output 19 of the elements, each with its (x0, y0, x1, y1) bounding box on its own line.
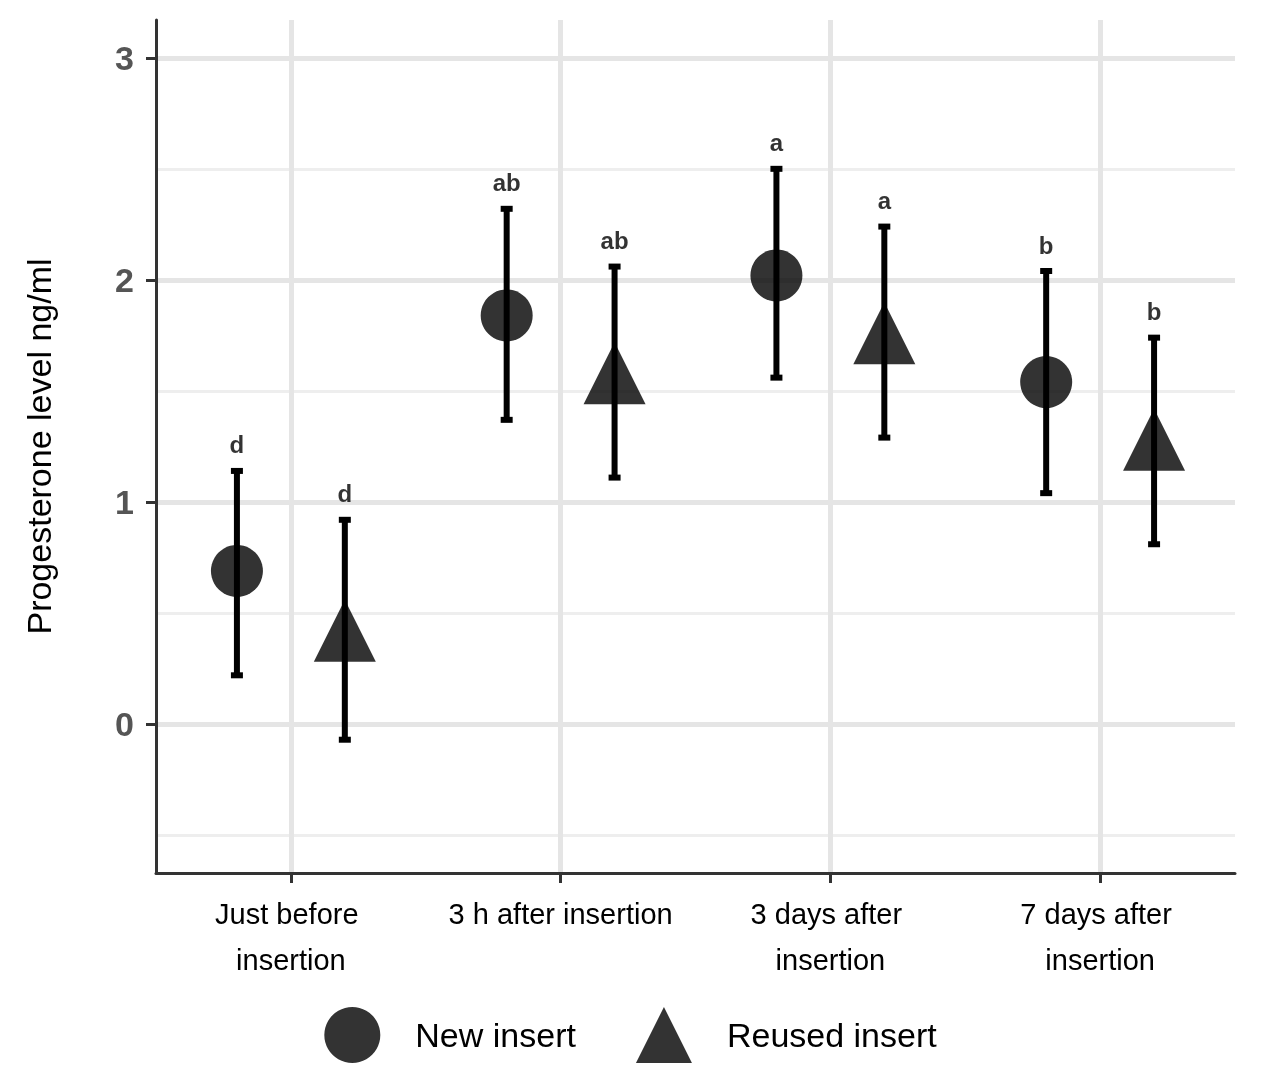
annotation: ab (492, 169, 521, 197)
annotation: b (1146, 298, 1162, 326)
annotation: d (337, 480, 353, 508)
x-tick-label: Just before insertion (215, 898, 367, 976)
y-axis-title: Progesterone level ng/ml (20, 258, 58, 635)
y-tick-label: 2 (115, 260, 134, 299)
x-tick-label: 7 days after insertion (1020, 898, 1180, 976)
y-tick-label: 1 (115, 483, 134, 522)
legend-label: Reused insert (726, 1016, 938, 1054)
annotation: a (877, 187, 892, 215)
y-tick-label: 0 (115, 705, 134, 744)
y-tick-label: 3 (115, 38, 134, 77)
x-tick-label: 3 h after insertion (448, 898, 673, 930)
x-tick-label: 3 days after insertion (750, 898, 911, 976)
annotation: ab (600, 227, 629, 255)
legend-label: New insert (415, 1016, 577, 1054)
annotation: d (229, 431, 245, 459)
annotation: b (1038, 231, 1054, 259)
annotation: a (769, 129, 784, 157)
